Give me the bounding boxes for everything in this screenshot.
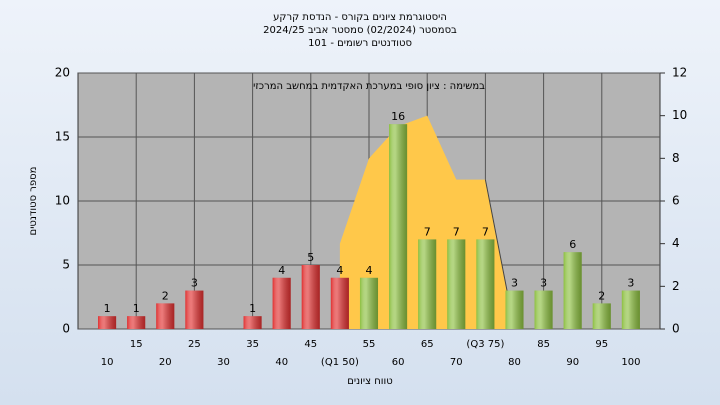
x-tick-label: 65 xyxy=(421,339,434,350)
x-tick-label: 80 xyxy=(508,357,521,368)
x-tick-label: 15 xyxy=(130,339,143,350)
y2-tick-label: 8 xyxy=(672,151,680,165)
bar-shade xyxy=(476,239,495,329)
y2-tick-label: 2 xyxy=(672,279,680,293)
x-tick-label: 60 xyxy=(392,357,405,368)
value-label: 3 xyxy=(511,277,518,290)
bar-shade xyxy=(243,316,262,329)
value-label: 5 xyxy=(307,251,314,264)
chart-subtitle: בסמסטר (02/2024) סמסטר אביב 2024/25 xyxy=(263,25,457,36)
y-tick-label: 10 xyxy=(55,194,70,208)
bar-shade xyxy=(272,277,291,329)
y2-tick-label: 12 xyxy=(672,66,687,80)
bar-shade xyxy=(505,290,524,329)
bar-shade xyxy=(534,290,553,329)
y-tick-label: 5 xyxy=(62,258,70,272)
annotation: במשימה : ציון סופי במערכת האקדמית במחשב … xyxy=(253,81,485,92)
x-tick-label: 20 xyxy=(159,357,172,368)
value-label: 16 xyxy=(391,110,405,123)
x-tick-label: 90 xyxy=(566,357,579,368)
value-label: 3 xyxy=(191,277,198,290)
value-label: 7 xyxy=(482,225,489,238)
value-label: 1 xyxy=(249,302,256,315)
bar-shade xyxy=(621,290,640,329)
bar-shade xyxy=(418,239,437,329)
x-tick-label: 45 xyxy=(304,339,317,350)
y-tick-label: 15 xyxy=(55,130,70,144)
value-label: 1 xyxy=(104,302,111,315)
x-tick-label: (Q3 75) xyxy=(466,339,504,350)
y-tick-label: 20 xyxy=(55,66,70,80)
x-tick-label: 25 xyxy=(188,339,201,350)
x-axis-label: טווח ציונים xyxy=(347,376,392,387)
bar-shade xyxy=(389,124,408,329)
x-tick-label: 40 xyxy=(275,357,288,368)
value-label: 4 xyxy=(336,264,343,277)
y2-tick-label: 10 xyxy=(672,108,687,122)
bar-shade xyxy=(359,277,379,329)
chart-title: היסטוגרמת ציונים בקורס - הנדסת קרקע xyxy=(273,12,447,23)
y2-tick-label: 6 xyxy=(672,194,680,208)
bar-shade xyxy=(185,290,204,329)
y2-tick-label: 4 xyxy=(672,236,680,250)
x-tick-label: 85 xyxy=(537,339,550,350)
value-label: 6 xyxy=(569,238,576,251)
y2-tick-label: 0 xyxy=(672,322,680,336)
value-label: 7 xyxy=(453,225,460,238)
value-label: 1 xyxy=(133,302,140,315)
x-tick-label: 95 xyxy=(595,339,608,350)
x-tick-label: (Q1 50) xyxy=(321,357,359,368)
bar-shade xyxy=(563,252,582,329)
x-tick-label: 10 xyxy=(101,357,114,368)
value-label: 3 xyxy=(627,277,634,290)
bar-shade xyxy=(592,303,611,329)
area xyxy=(339,115,515,330)
value-label: 2 xyxy=(162,289,169,302)
bar-shade xyxy=(447,239,466,329)
value-label: 2 xyxy=(598,289,605,302)
y-axis-label: מספר סטודנטים xyxy=(28,167,39,236)
y-tick-label: 0 xyxy=(62,322,70,336)
value-label: 4 xyxy=(366,264,373,277)
value-label: 3 xyxy=(540,277,547,290)
value-label: 4 xyxy=(278,264,285,277)
x-tick-label: 30 xyxy=(217,357,230,368)
bar-shade xyxy=(127,316,146,329)
value-label: 7 xyxy=(424,225,431,238)
x-tick-label: 70 xyxy=(450,357,463,368)
bar-shade xyxy=(156,303,175,329)
bar-shade xyxy=(98,316,117,329)
x-tick-label: 55 xyxy=(363,339,376,350)
x-tick-label: 35 xyxy=(246,339,259,350)
chart-subtitle: סטודנטים רשומים - 101 xyxy=(308,38,412,49)
bar-shade xyxy=(301,265,320,329)
bar-shade xyxy=(330,277,349,329)
x-tick-label: 100 xyxy=(621,357,640,368)
